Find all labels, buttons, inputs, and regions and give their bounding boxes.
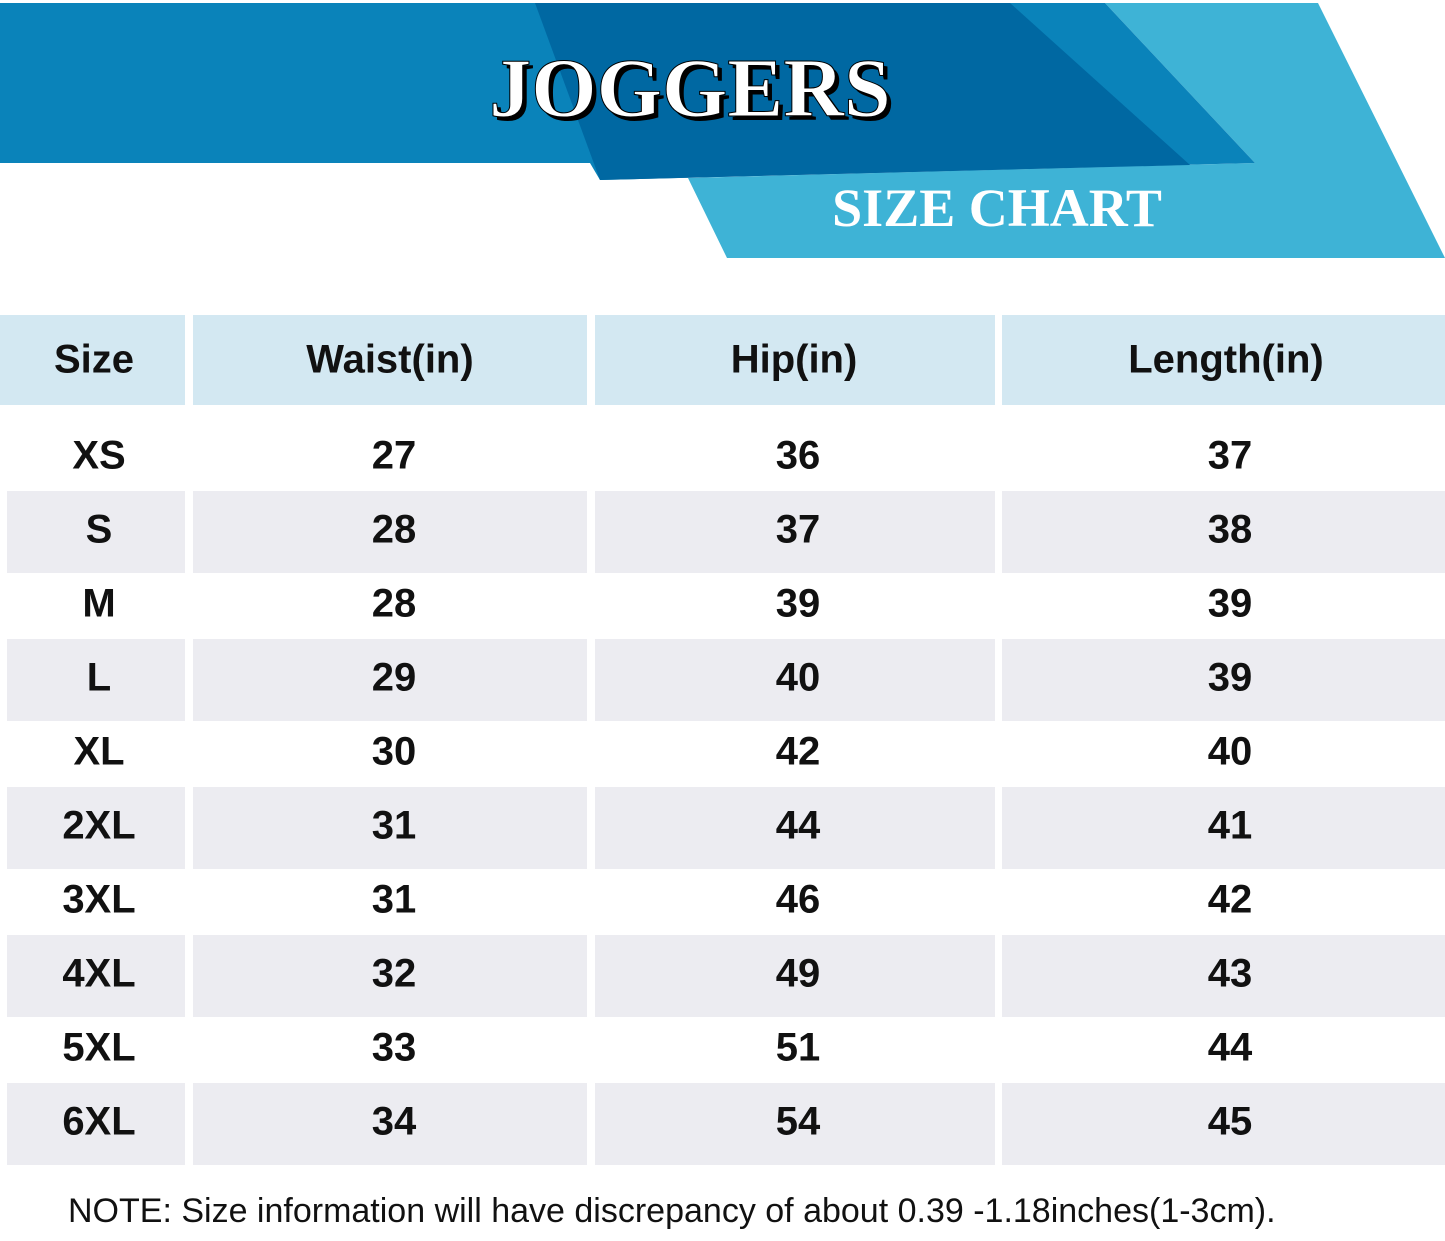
- row-band: [595, 935, 995, 1017]
- table-cell: 38: [1208, 508, 1253, 552]
- row-band: [1002, 935, 1445, 1017]
- row-band: [193, 491, 587, 573]
- row-band: [595, 1083, 995, 1165]
- table-cell: 4XL: [62, 952, 135, 996]
- table: Size Waist(in) Hip(in) Length(in) XS 27 36 37 S 2…: [0, 315, 1445, 1165]
- column-header: Hip(in): [731, 338, 858, 382]
- note: NOTE: Size information will have discrep…: [68, 1192, 1276, 1230]
- table-cell: 31: [372, 804, 417, 848]
- table-cell: 54: [776, 1100, 821, 1144]
- table-cell: 43: [1208, 952, 1253, 996]
- table-cell: 27: [372, 434, 417, 478]
- table-cell: 45: [1208, 1100, 1253, 1144]
- table-cell: 31: [372, 878, 417, 922]
- table-cell: 39: [776, 582, 821, 626]
- table-cell: 6XL: [62, 1100, 135, 1144]
- column-header: Waist(in): [306, 338, 473, 382]
- row-band: [595, 491, 995, 573]
- table-cell: 51: [776, 1026, 821, 1070]
- table-cell: 39: [1208, 656, 1253, 700]
- subtitle: SIZE CHART: [832, 178, 1162, 238]
- table-cell: 2XL: [62, 804, 135, 848]
- row-band: [193, 787, 587, 869]
- row-band: [1002, 639, 1445, 721]
- table-cell: 37: [776, 508, 821, 552]
- table-cell: 29: [372, 656, 417, 700]
- table-cell: 41: [1208, 804, 1253, 848]
- table-cell: 42: [776, 730, 821, 774]
- header-cell: [0, 315, 185, 405]
- row-band: [193, 639, 587, 721]
- row-band: [193, 1083, 587, 1165]
- column-header: Size: [54, 338, 134, 382]
- row-band: [7, 491, 185, 573]
- row-band: [1002, 1083, 1445, 1165]
- row-band: [193, 935, 587, 1017]
- table-cell: 49: [776, 952, 821, 996]
- table-cell: 34: [372, 1100, 417, 1144]
- banner-light: [688, 3, 1445, 258]
- table-cell: 30: [372, 730, 417, 774]
- banner-dark: [535, 3, 1190, 180]
- table-cell: 44: [776, 804, 821, 848]
- table-cell: L: [87, 656, 111, 700]
- table-cell: 37: [1208, 434, 1253, 478]
- row-band: [595, 787, 995, 869]
- header-cell: [1002, 315, 1445, 405]
- table-cell: 32: [372, 952, 417, 996]
- table-cell: 33: [372, 1026, 417, 1070]
- row-band: [7, 1083, 185, 1165]
- table-cell: 42: [1208, 878, 1253, 922]
- table-cell: 36: [776, 434, 821, 478]
- table-cell: S: [86, 508, 113, 552]
- title-shadow: JOGGERS: [493, 46, 894, 139]
- row-band: [7, 639, 185, 721]
- table-cell: 40: [776, 656, 821, 700]
- column-header: Length(in): [1128, 338, 1324, 382]
- table-cell: M: [82, 582, 115, 626]
- row-band: [7, 935, 185, 1017]
- row-band: [1002, 787, 1445, 869]
- table-cell: 28: [372, 508, 417, 552]
- table-cell: XS: [72, 434, 125, 478]
- table-cell: XL: [73, 730, 124, 774]
- header-cell: [595, 315, 995, 405]
- table-cell: 28: [372, 582, 417, 626]
- row-band: [1002, 491, 1445, 573]
- row-band: [7, 787, 185, 869]
- table-cell: 5XL: [62, 1026, 135, 1070]
- table-cell: 3XL: [62, 878, 135, 922]
- table-cell: 40: [1208, 730, 1253, 774]
- row-band: [595, 639, 995, 721]
- table-cell: 39: [1208, 582, 1253, 626]
- table-cell: 46: [776, 878, 821, 922]
- title: JOGGERS: [489, 42, 890, 135]
- table-cell: 44: [1208, 1026, 1253, 1070]
- header-cell: [193, 315, 587, 405]
